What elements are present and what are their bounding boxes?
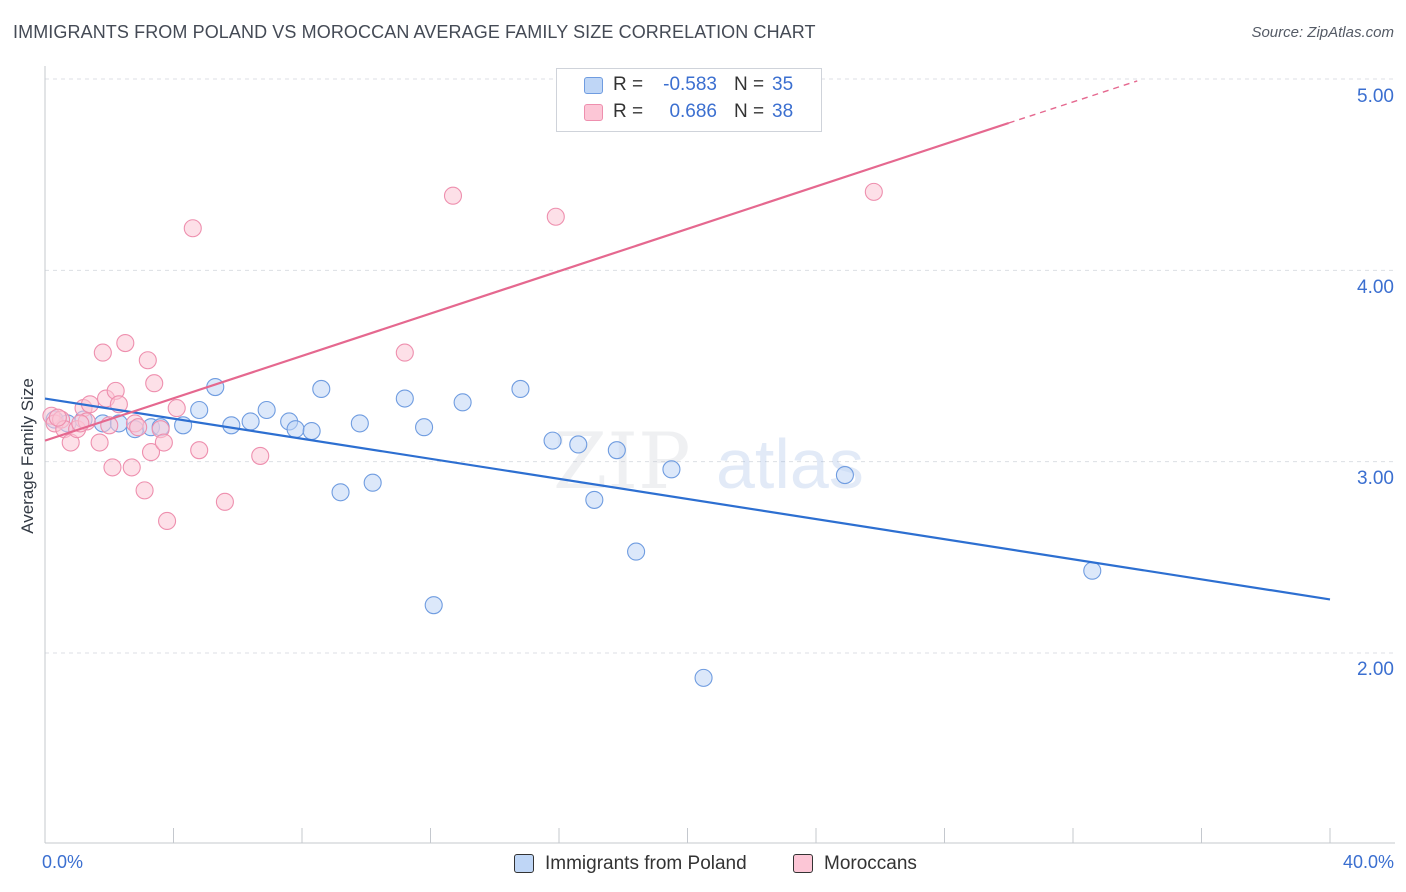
- poland-point: [424, 596, 443, 615]
- poland-point: [331, 483, 350, 502]
- moroccan-point: [116, 333, 135, 353]
- poland-point: [607, 441, 626, 460]
- watermark-atlas: atlas: [716, 425, 864, 503]
- stats-row-poland: R = -0.583 N = 35: [557, 74, 821, 98]
- poland-point: [569, 435, 588, 454]
- n-label: N =: [734, 101, 765, 122]
- legend-swatch-moroccans: [793, 854, 813, 873]
- poland-point: [585, 490, 604, 509]
- poland-point: [835, 466, 854, 485]
- n-value: 38: [772, 101, 794, 122]
- poland-point: [662, 460, 681, 479]
- poland-point: [363, 473, 382, 492]
- x-tick-label: 40.0%: [1342, 852, 1394, 872]
- poland-point: [395, 389, 414, 408]
- correlation-stats-box: R = -0.583 N = 35 R = 0.686 N = 38: [556, 68, 822, 132]
- poland-point: [312, 379, 331, 399]
- source-label: Source: ZipAtlas.com: [1251, 24, 1394, 41]
- poland-point: [286, 420, 305, 439]
- legend-label: Moroccans: [824, 853, 917, 874]
- moroccan-point: [183, 219, 202, 238]
- moroccan-point: [190, 441, 209, 460]
- r-label: R =: [613, 101, 644, 122]
- moroccan-point: [138, 351, 157, 370]
- moroccan-point: [154, 433, 173, 452]
- moroccan-point: [158, 511, 177, 531]
- moroccans-swatch: [584, 104, 603, 121]
- chart-title: IMMIGRANTS FROM POLAND VS MOROCCAN AVERA…: [13, 22, 816, 42]
- moroccan-trend-extension: [1008, 80, 1138, 124]
- poland-trend-line: [44, 397, 1331, 601]
- r-label: R =: [613, 74, 644, 95]
- moroccan-point: [90, 433, 109, 452]
- poland-point: [694, 668, 713, 687]
- moroccan-point: [93, 343, 112, 362]
- moroccan-point: [141, 443, 161, 462]
- moroccan-point: [48, 408, 67, 427]
- poland-point: [453, 393, 472, 412]
- trend-lines: [44, 80, 1331, 601]
- grid-lines: [45, 78, 1395, 654]
- moroccan-point: [443, 186, 463, 205]
- y-tick-label: 3.00: [1357, 468, 1394, 489]
- poland-point: [241, 412, 260, 431]
- y-tick-label: 4.00: [1357, 277, 1394, 298]
- moroccan-point: [215, 492, 234, 511]
- moroccan-point: [395, 343, 414, 362]
- moroccan-point: [864, 182, 883, 201]
- n-value: 35: [772, 74, 794, 95]
- moroccan-point: [103, 458, 122, 477]
- poland-point: [1083, 561, 1102, 580]
- poland-swatch: [584, 77, 603, 94]
- moroccan-point: [546, 207, 565, 226]
- axes: [44, 66, 1395, 844]
- y-axis-label: Average Family Size: [18, 378, 37, 534]
- y-tick-label: 2.00: [1357, 659, 1394, 680]
- poland-point: [302, 422, 321, 441]
- poland-point: [627, 542, 646, 561]
- moroccan-point: [251, 446, 270, 465]
- n-label: N =: [734, 74, 765, 95]
- poland-point: [190, 400, 209, 420]
- poland-point: [415, 418, 434, 437]
- poland-point: [222, 416, 241, 435]
- moroccan-trend-line: [44, 121, 1010, 442]
- moroccan-point: [135, 481, 154, 500]
- moroccan-point: [129, 418, 148, 437]
- poland-point: [257, 400, 276, 420]
- x-tick-label: 0.0%: [42, 852, 84, 872]
- y-tick-label: 5.00: [1357, 86, 1394, 107]
- stats-row-moroccans: R = 0.686 N = 38: [557, 101, 821, 125]
- legend-label: Immigrants from Poland: [545, 853, 747, 874]
- legend-swatch-poland: [514, 854, 534, 873]
- r-value: 0.686: [669, 101, 717, 122]
- moroccan-point: [122, 458, 141, 477]
- poland-point: [350, 414, 369, 433]
- r-value: -0.583: [663, 74, 717, 95]
- moroccan-point: [167, 399, 186, 418]
- poland-point: [543, 431, 562, 450]
- poland-point: [511, 379, 530, 399]
- moroccan-point: [145, 374, 164, 393]
